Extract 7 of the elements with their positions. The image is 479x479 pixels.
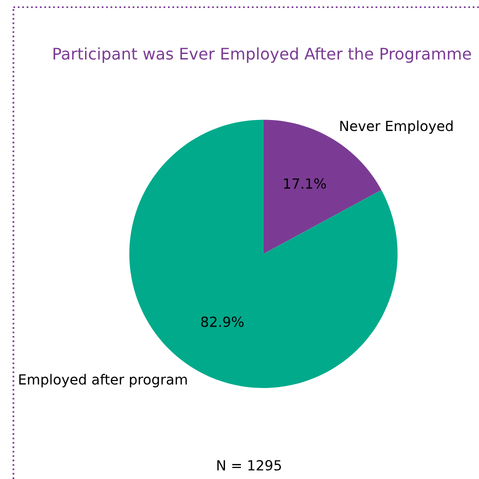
text: N = 1295 bbox=[217, 460, 281, 471]
data-label: 82.9% bbox=[201, 316, 244, 328]
chart-title: Participant was Ever Employed After the Programme bbox=[54, 47, 471, 63]
data-label: 17.1% bbox=[284, 178, 326, 189]
slice-label: Never Employed bbox=[340, 120, 453, 134]
slice-label: Employed after program bbox=[19, 374, 187, 388]
pie-slice bbox=[263, 120, 382, 254]
